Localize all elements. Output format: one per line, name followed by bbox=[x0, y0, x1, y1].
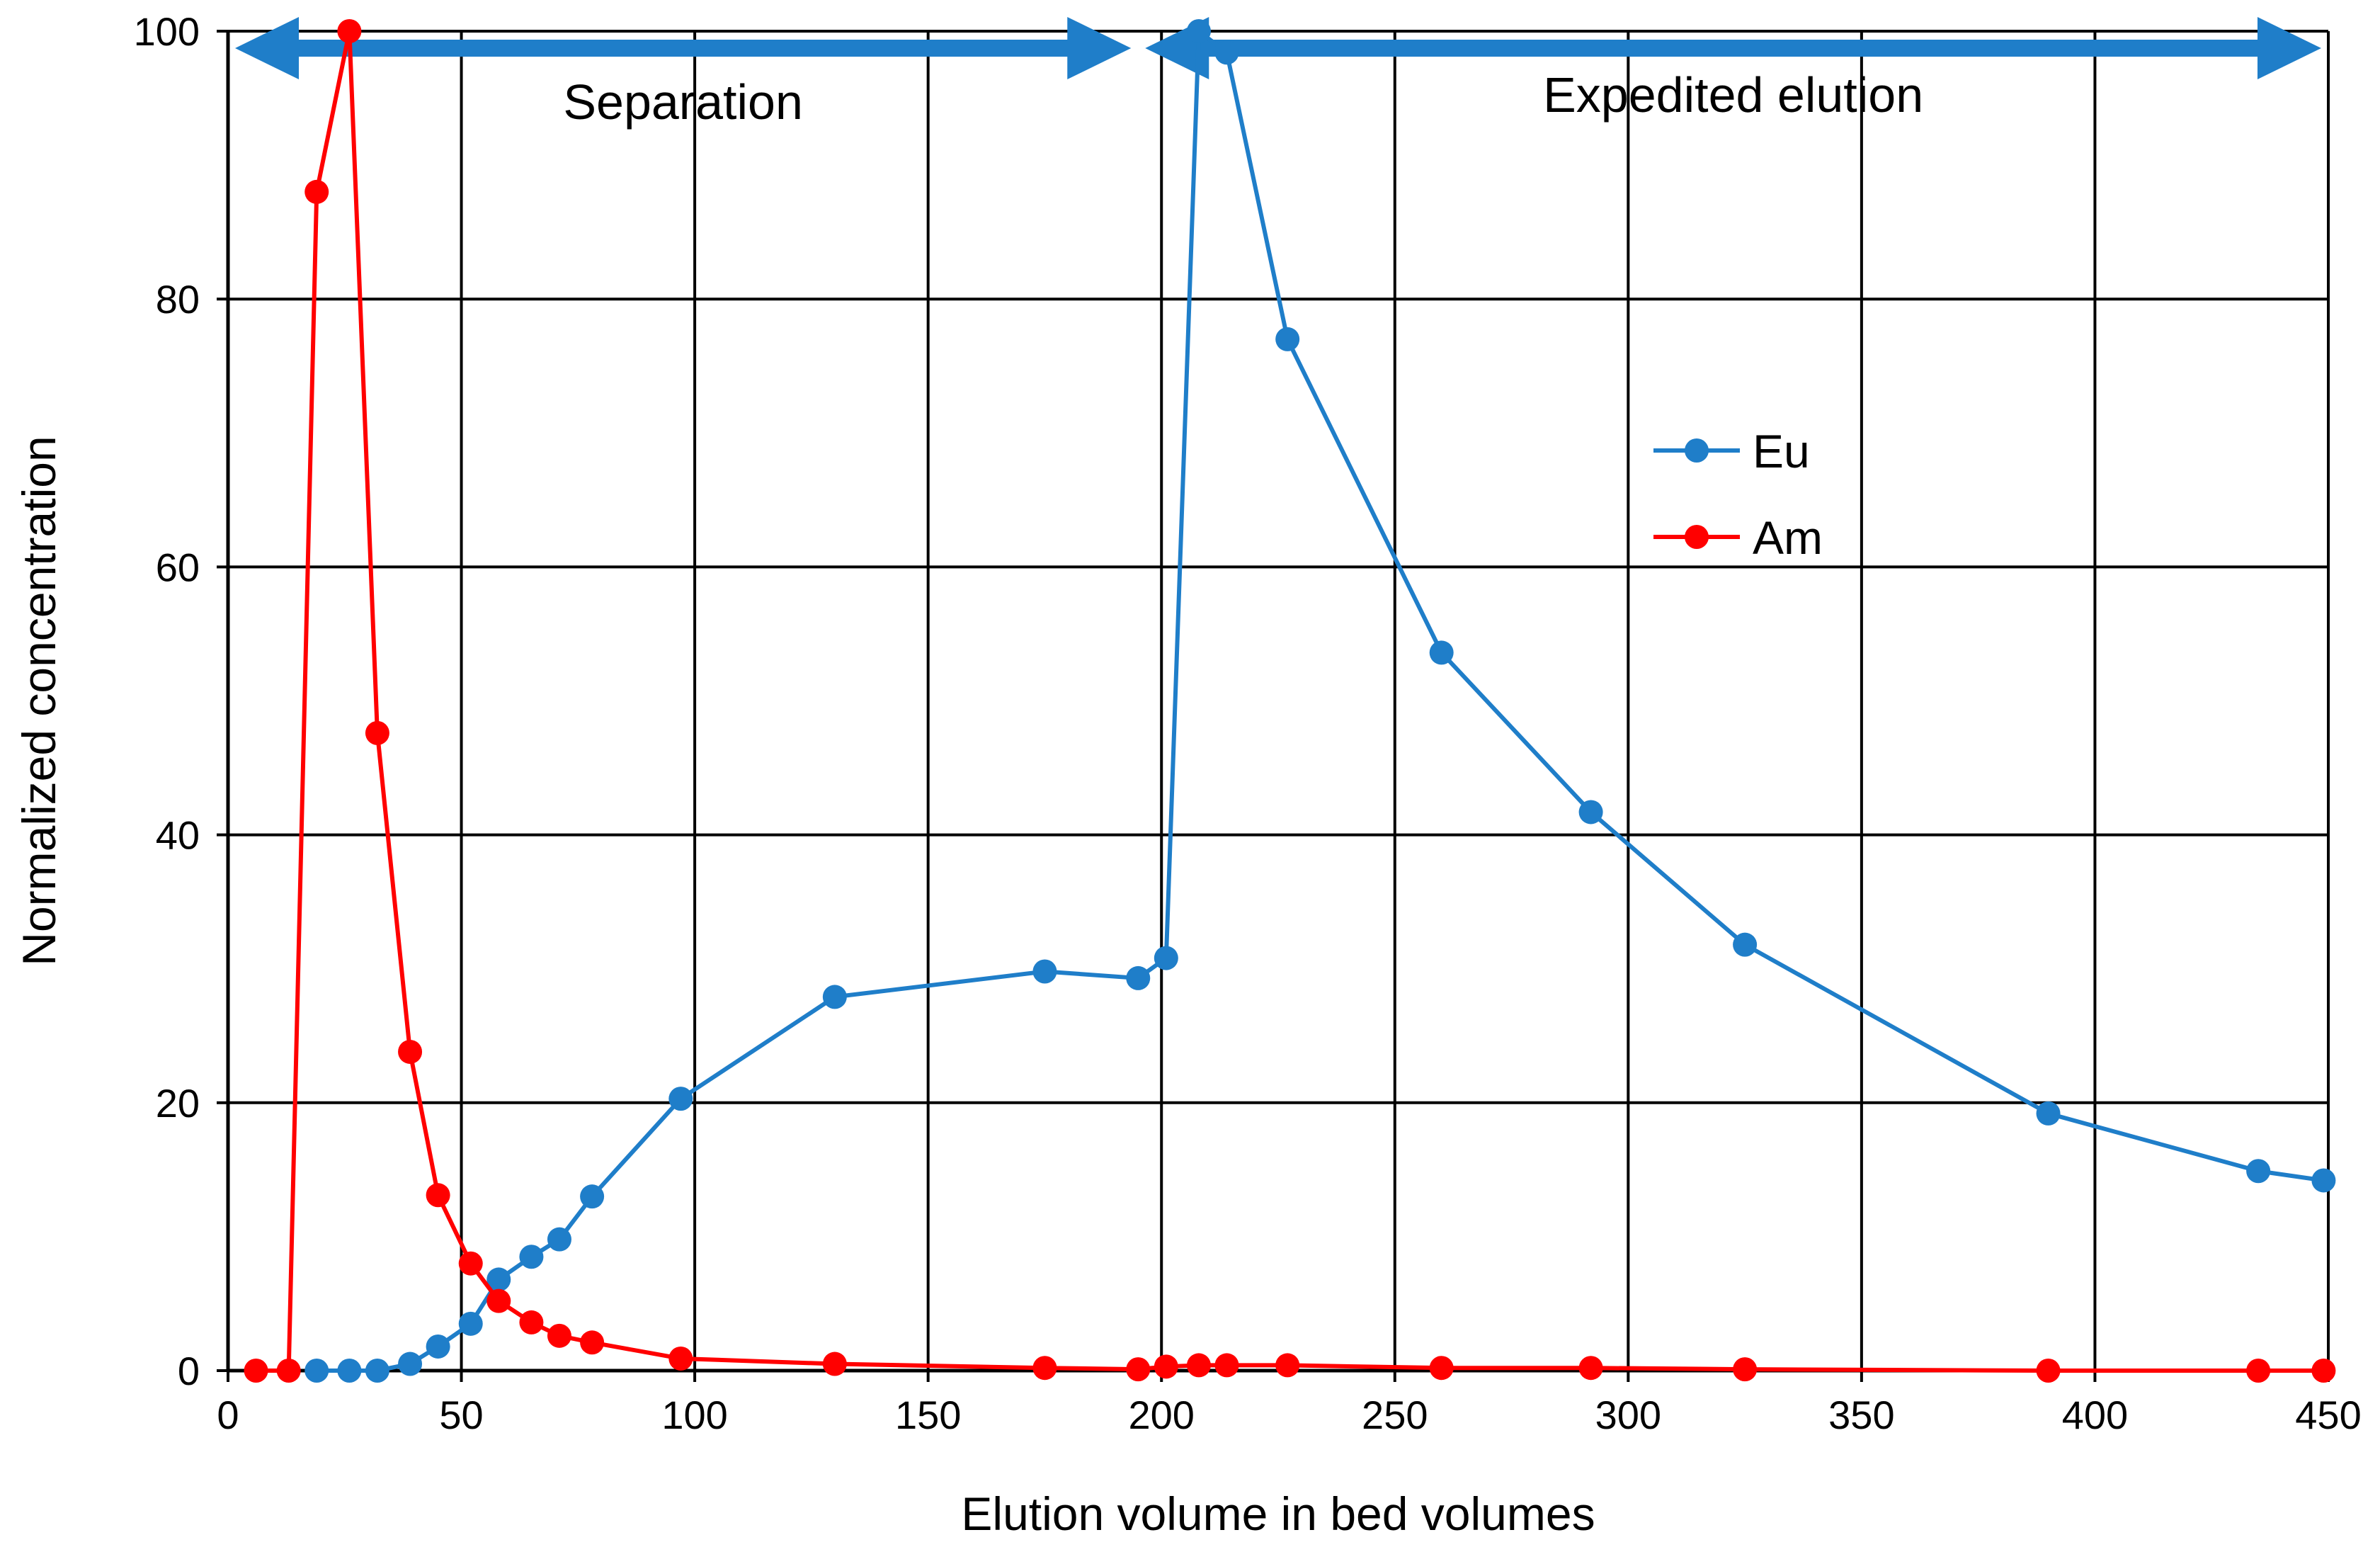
y-tick-label: 60 bbox=[156, 545, 200, 589]
legend-marker-eu bbox=[1685, 438, 1709, 463]
legend-label-eu: Eu bbox=[1753, 425, 1810, 477]
data-point-eu bbox=[365, 1359, 389, 1383]
series-am bbox=[244, 19, 2336, 1383]
data-point-am bbox=[668, 1346, 693, 1371]
data-point-am bbox=[2311, 1359, 2336, 1383]
x-tick-label: 0 bbox=[217, 1393, 239, 1437]
data-point-eu bbox=[1032, 959, 1057, 984]
x-tick-label: 300 bbox=[1595, 1393, 1661, 1437]
x-tick-label: 100 bbox=[661, 1393, 727, 1437]
data-point-eu bbox=[426, 1334, 450, 1359]
series-line-am bbox=[256, 29, 2324, 1373]
data-point-am bbox=[519, 1310, 544, 1334]
grid bbox=[227, 30, 2330, 1372]
data-point-eu bbox=[486, 1267, 511, 1292]
data-point-am bbox=[1578, 1356, 1603, 1381]
data-point-eu bbox=[458, 1311, 483, 1336]
data-point-am bbox=[1214, 1353, 1239, 1378]
y-tick-label: 20 bbox=[156, 1081, 200, 1126]
data-point-am bbox=[1186, 1353, 1211, 1378]
data-point-eu bbox=[1214, 40, 1239, 65]
data-point-am bbox=[337, 19, 362, 43]
data-point-eu bbox=[304, 1359, 329, 1383]
x-tick-label: 150 bbox=[895, 1393, 961, 1437]
data-point-am bbox=[426, 1183, 450, 1208]
data-point-am bbox=[2246, 1359, 2271, 1383]
x-tick-label: 400 bbox=[2062, 1393, 2128, 1437]
y-tick-label: 100 bbox=[134, 9, 200, 54]
data-point-am bbox=[1032, 1356, 1057, 1381]
data-point-am bbox=[1429, 1356, 1454, 1381]
data-point-am bbox=[458, 1251, 483, 1276]
data-point-eu bbox=[1733, 932, 1758, 957]
legend-marker-am bbox=[1685, 525, 1709, 549]
x-axis-title: Elution volume in bed volumes bbox=[961, 1488, 1595, 1540]
data-point-am bbox=[1154, 1354, 1178, 1379]
data-point-eu bbox=[398, 1352, 423, 1376]
data-point-eu bbox=[2036, 1101, 2061, 1126]
data-point-am bbox=[398, 1039, 423, 1064]
data-point-am bbox=[1126, 1357, 1151, 1382]
legend: Eu Am bbox=[1653, 425, 1823, 564]
data-point-am bbox=[276, 1359, 301, 1383]
data-point-eu bbox=[668, 1087, 693, 1111]
y-tick-label: 40 bbox=[156, 813, 200, 858]
x-tick-label: 200 bbox=[1129, 1393, 1195, 1437]
data-point-eu bbox=[547, 1227, 571, 1252]
data-point-eu bbox=[1429, 640, 1454, 665]
data-point-am bbox=[486, 1288, 511, 1313]
data-point-am bbox=[1275, 1353, 1300, 1378]
x-tick-label: 250 bbox=[1362, 1393, 1428, 1437]
x-tick-label: 50 bbox=[439, 1393, 483, 1437]
data-point-am bbox=[365, 720, 389, 745]
data-point-am bbox=[1733, 1357, 1758, 1382]
x-tick-label: 450 bbox=[2295, 1393, 2361, 1437]
data-point-eu bbox=[1186, 19, 1211, 43]
data-point-am bbox=[580, 1330, 605, 1355]
data-point-eu bbox=[337, 1359, 362, 1383]
data-point-am bbox=[822, 1352, 847, 1376]
phase-annotations: Separation Expedited elution bbox=[235, 17, 2321, 130]
phase-label-expedited-elution: Expedited elution bbox=[1543, 67, 1923, 123]
data-point-am bbox=[547, 1323, 571, 1348]
data-point-am bbox=[304, 179, 329, 204]
phase-arrow-expedited-elution bbox=[1145, 17, 2321, 79]
phase-label-separation: Separation bbox=[563, 74, 803, 130]
data-point-eu bbox=[1578, 800, 1603, 824]
data-point-eu bbox=[580, 1184, 605, 1209]
data-point-eu bbox=[1126, 965, 1151, 990]
axes: 0 50 100 150 200 250 300 350 400 450 0 20 40 60 80 100 bbox=[134, 9, 2362, 1437]
series-eu bbox=[304, 19, 2336, 1383]
data-point-eu bbox=[1154, 946, 1178, 970]
data-point-eu bbox=[2246, 1159, 2271, 1184]
y-tick-label: 80 bbox=[156, 277, 200, 322]
series-line-eu bbox=[317, 29, 2324, 1373]
legend-label-am: Am bbox=[1753, 511, 1823, 564]
y-tick-label: 0 bbox=[178, 1349, 200, 1393]
data-point-am bbox=[2036, 1359, 2061, 1383]
x-tick-label: 350 bbox=[1828, 1393, 1894, 1437]
phase-arrow-separation bbox=[235, 17, 1132, 79]
y-axis-title: Normalized concentration bbox=[13, 436, 65, 965]
data-point-eu bbox=[822, 985, 847, 1009]
data-point-eu bbox=[2311, 1168, 2336, 1193]
data-point-eu bbox=[1275, 327, 1300, 351]
series bbox=[244, 19, 2336, 1383]
data-point-am bbox=[244, 1359, 268, 1383]
data-point-eu bbox=[519, 1245, 544, 1269]
